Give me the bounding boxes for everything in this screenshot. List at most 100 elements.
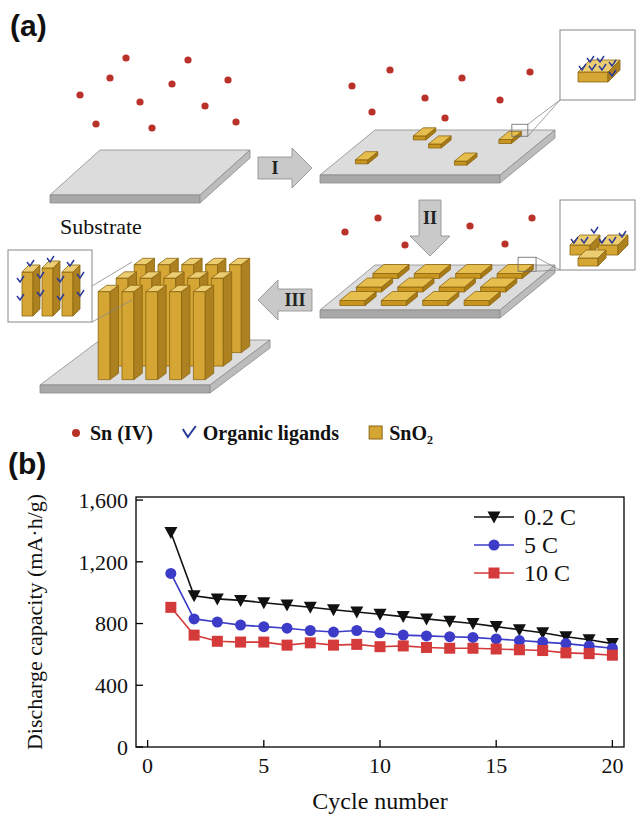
sn-ion	[348, 82, 355, 89]
series-line	[171, 533, 613, 644]
sno2-seed-top	[429, 136, 452, 144]
data-point	[375, 641, 386, 652]
sn-ion	[374, 214, 381, 221]
data-point	[350, 607, 363, 619]
data-point	[164, 527, 177, 539]
sno2-seed-top	[414, 265, 450, 274]
data-point	[351, 639, 362, 650]
ligand	[589, 64, 596, 70]
ligand	[579, 64, 586, 70]
sno2-block-top	[22, 265, 40, 272]
legend-marker	[488, 512, 501, 524]
sno2-rod-top	[211, 272, 231, 278]
step-arrow-body	[258, 280, 312, 320]
sno2-rod-top	[170, 285, 190, 291]
highlight-box	[518, 257, 536, 271]
sno2-seed-front	[355, 160, 368, 164]
ligand	[571, 237, 578, 243]
sno2-rod-top	[182, 258, 202, 264]
inset-connector	[528, 100, 560, 124]
data-point	[398, 630, 409, 641]
ligand	[609, 70, 616, 76]
step-arrow	[258, 280, 312, 320]
ligand	[591, 227, 598, 233]
legend-label: 10 C	[524, 560, 570, 586]
sno2-seed-front	[381, 301, 406, 306]
legend-marker	[489, 568, 500, 579]
sno2-block-front	[578, 72, 608, 82]
data-point	[258, 637, 269, 648]
data-point	[257, 597, 270, 609]
inset-box	[560, 200, 635, 270]
data-point	[328, 640, 339, 651]
data-point	[211, 593, 224, 605]
y-axis-title: Discharge capacity (mA·h/g)	[22, 494, 47, 750]
sn-ion	[76, 91, 83, 98]
data-point	[304, 602, 317, 614]
data-point	[258, 621, 269, 632]
sno2-block-side	[53, 261, 60, 316]
sn-ion	[368, 108, 375, 115]
data-point	[305, 637, 316, 648]
sno2-rod-top	[146, 285, 166, 291]
data-point	[513, 624, 526, 636]
sn-ion	[528, 214, 535, 221]
sno2-seed-top	[464, 292, 500, 301]
sn-ion	[401, 241, 408, 248]
sno2-seed-top	[423, 292, 459, 301]
substrate-label: Substrate	[60, 214, 142, 239]
sn-ion	[201, 102, 208, 109]
data-point	[189, 630, 200, 641]
y-tick	[136, 685, 143, 686]
legend-icon	[369, 426, 382, 439]
x-tick-label: 10	[369, 753, 391, 778]
sno2-seed-front	[464, 301, 489, 306]
sno2-block-top	[570, 235, 600, 245]
substrate-top	[50, 150, 250, 195]
ligand	[27, 260, 34, 266]
sno2-seed-top	[497, 265, 533, 274]
y-tick	[136, 623, 143, 624]
legend-marker	[489, 540, 500, 551]
sno2-seed-front	[499, 140, 512, 144]
ligand	[67, 260, 74, 266]
data-point	[421, 630, 432, 641]
step-arrow	[258, 148, 312, 188]
sn-ion	[136, 98, 143, 105]
x-tick	[379, 740, 380, 747]
inset-box	[560, 30, 635, 100]
inset-box	[8, 250, 92, 322]
x-tick-label: 15	[485, 753, 507, 778]
inset-connector	[92, 262, 132, 286]
x-tick-label: 0	[142, 753, 153, 778]
data-point	[305, 625, 316, 636]
data-point	[398, 640, 409, 651]
substrate-side	[200, 150, 250, 203]
data-point	[234, 595, 247, 607]
sno2-rod-top	[229, 258, 249, 264]
series-line	[171, 607, 613, 655]
sn-ion	[148, 124, 155, 131]
sno2-block-side	[33, 265, 40, 316]
sno2-seed-top	[481, 278, 517, 287]
sno2-rod-top	[122, 285, 142, 291]
sno2-rod-top	[116, 272, 136, 278]
step-label: I	[271, 158, 278, 178]
data-point	[467, 632, 478, 643]
ligand	[609, 237, 616, 243]
sno2-rod-top	[164, 272, 184, 278]
sno2-seed-top	[373, 265, 409, 274]
sno2-rod-side	[241, 258, 249, 352]
sn-ion	[184, 56, 191, 63]
ligand	[37, 290, 44, 296]
data-point	[420, 613, 433, 625]
sno2-seed-front	[413, 136, 426, 140]
ligand	[57, 276, 64, 282]
step-arrow-body	[258, 148, 312, 188]
substrate-top	[320, 265, 555, 310]
ligand	[587, 56, 594, 62]
ligand	[599, 64, 606, 70]
data-point	[212, 617, 223, 628]
data-point	[327, 604, 340, 616]
sn-ion	[501, 240, 508, 247]
